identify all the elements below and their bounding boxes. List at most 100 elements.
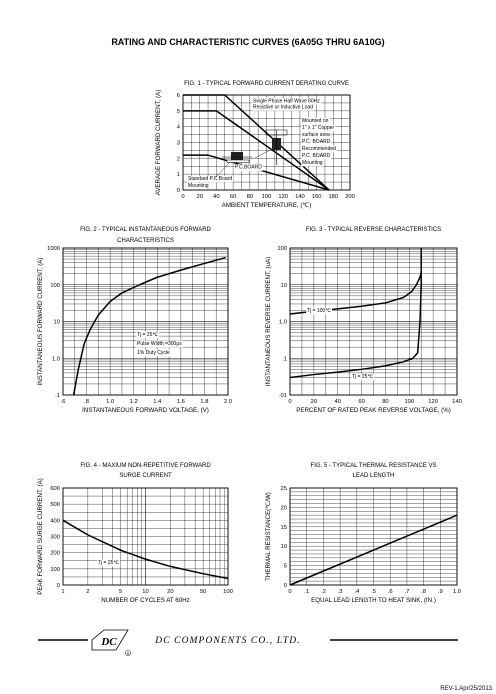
x-tick-label: .6 [61, 399, 66, 405]
y-tick-label: 10 [54, 320, 60, 326]
x-tick-label: 100 [223, 589, 233, 595]
y-tick-label: 0 [57, 583, 60, 589]
annotation-backdrop [301, 159, 324, 167]
fig1-chart: FIG. 1 - TYPICAL FORWARD CURRENT DERATIN… [155, 81, 355, 209]
annotation-recommended: Recommended [302, 146, 336, 152]
plot-frame [182, 94, 351, 191]
x-tick-label: .3 [338, 589, 343, 595]
x-tick-label: 180 [328, 194, 338, 200]
fig4-chart: FIG. 4 - MAXIUM NON-REPETITIVE FORWARD SU… [37, 463, 233, 604]
y-tick-label: 15 [281, 525, 287, 531]
annotation-backdrop [136, 349, 171, 357]
y-axis-label: INSTANTANEOUS FORWARD CURRENT, (A) [37, 258, 44, 386]
y-tick-label: .01 [279, 393, 287, 399]
x-tick-label: .5 [371, 589, 376, 595]
registered-mark [125, 650, 131, 656]
annotation-pc-board-label: P.C.BOARD [235, 165, 262, 171]
x-tick-label: .9 [438, 589, 443, 595]
y-tick-label: 4 [177, 125, 181, 131]
y-tick-label: 10 [281, 544, 287, 550]
x-axis-label: NUMBER OF CYCLES AT 60Hz [101, 597, 189, 604]
annotation-mounting-2: Mounting [188, 183, 209, 189]
series-line-3 [183, 154, 330, 191]
x-tick-label: 80 [382, 399, 388, 405]
plot-frame [289, 247, 458, 396]
logo-text: DC [100, 636, 117, 648]
fig3-chart: FIG. 3 - TYPICAL REVERSE CHARACTERISTICS… [265, 227, 462, 414]
y-tick-label: 20 [281, 505, 287, 511]
annotation-junction-temp: Tj = 25℃ [98, 560, 119, 566]
y-tick-label: 600 [50, 486, 60, 492]
x-tick-label: .8 [84, 399, 89, 405]
x-tick-label: 100 [262, 194, 272, 200]
x-tick-label: 120 [278, 194, 288, 200]
y-tick-label: 5 [177, 109, 180, 115]
annotation-backdrop [252, 98, 322, 105]
x-tick-label: 1.0 [106, 399, 114, 405]
grid-lines [62, 487, 229, 586]
x-tick-label: 1.4 [153, 399, 162, 405]
x-axis-label: INSTANTANEOUS FORWARD VOLTAGE, (V) [82, 407, 209, 414]
x-tick-label: .4 [354, 589, 360, 595]
y-tick-label: 100 [50, 567, 60, 573]
page-title: RATING AND CHARACTERISTIC CURVES (6A05G … [111, 37, 384, 47]
y-tick-label: 100 [277, 246, 287, 252]
y-tick-label: 2 [177, 156, 180, 162]
annotation-surface-area: surface area [302, 132, 330, 138]
annotation-copper-size: 1" x 1" Copper [302, 125, 335, 131]
series-label-tj-25: Tj = 25℃ [352, 374, 373, 380]
plot-frame [62, 247, 229, 396]
annotation-backdrop [301, 145, 337, 153]
x-tick-label: 80 [247, 194, 253, 200]
fig1-title: FIG. 1 - TYPICAL FORWARD CURRENT DERATIN… [184, 81, 349, 87]
x-tick-label: .1 [304, 589, 309, 595]
x-tick-label: 50 [200, 589, 206, 595]
annotation-junction-temp: Tj = 25℃ [137, 332, 158, 338]
x-tick-label: 120 [428, 399, 438, 405]
y-tick-label: 1000 [47, 246, 60, 252]
fig5-title: FIG. 5 - TYPICAL THERMAL RESISTANCE VS [311, 463, 437, 469]
x-tick-label: 200 [345, 194, 355, 200]
x-tick-label: 60 [358, 399, 364, 405]
annotation-backdrop [301, 131, 331, 139]
y-tick-label: 25 [281, 486, 287, 492]
y-tick-label: .1 [55, 393, 60, 399]
annotation-mounted-on: Mounted on [302, 118, 329, 124]
annotation-pulse-width: Pulse Width =300μs [137, 341, 182, 347]
x-tick-label: 5 [119, 589, 122, 595]
company-name: DC COMPONENTS CO., LTD. [154, 636, 300, 646]
y-tick-label: 100 [50, 283, 60, 289]
logo-diamond [91, 629, 129, 651]
x-tick-label: 20 [167, 589, 173, 595]
grid-lines [289, 487, 458, 586]
x-tick-label: .8 [421, 589, 426, 595]
annotation-pc-board-2: P.C. BOARD [302, 153, 331, 159]
x-tick-label: .6 [388, 589, 393, 595]
annotation-pc-board-1: P.C. BOARD [302, 139, 331, 145]
annotation-backdrop [252, 104, 315, 111]
x-tick-label: 0 [181, 194, 184, 200]
y-tick-label: 10 [281, 283, 287, 289]
x-axis-label: PERCENT OF RATED PEAK REVERSE VOLTAGE, (… [296, 407, 451, 414]
y-tick-label: 0 [177, 188, 180, 194]
x-tick-label: 40 [213, 194, 219, 200]
y-tick-label: 500 [50, 502, 60, 508]
annotation-test-condition: Single Phase Half Wave 60Hz [253, 99, 320, 105]
x-tick-label: 2.0 [224, 399, 232, 405]
annotation-backdrop [187, 182, 210, 190]
fig4-title: FIG. 4 - MAXIUM NON-REPETITIVE FORWARD [80, 463, 211, 469]
annotation-backdrop [234, 164, 264, 171]
fig5-subtitle: LEAD LENGTH [353, 473, 395, 479]
x-tick-label: .2 [321, 589, 326, 595]
series-line-1 [72, 256, 226, 396]
x-tick-label: 1 [61, 589, 64, 595]
x-tick-label: .7 [404, 589, 409, 595]
y-tick-label: 200 [50, 551, 60, 557]
annotation-backdrop [136, 340, 184, 348]
x-tick-label: 0 [288, 399, 291, 405]
y-tick-label: 6 [177, 93, 180, 99]
fig2-chart: FIG. 2 - TYPICAL INSTANTANEOUS FORWARD CH… [37, 227, 232, 414]
fig2-subtitle: CHARACTERISTICS [117, 238, 174, 244]
series-line-2 [289, 248, 422, 379]
